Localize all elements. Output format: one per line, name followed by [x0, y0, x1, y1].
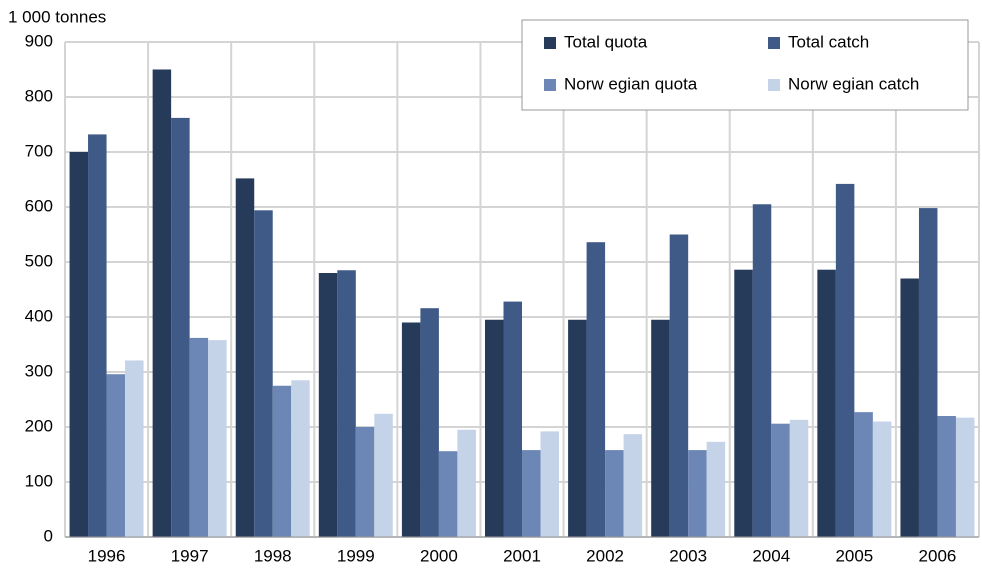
legend-label: Total catch [788, 32, 869, 51]
y-tick-label: 400 [25, 306, 53, 325]
y-tick-label: 600 [25, 196, 53, 215]
bar [669, 234, 689, 537]
bar [254, 210, 273, 538]
bar [918, 208, 938, 537]
legend-swatch [544, 79, 556, 91]
bar [337, 270, 356, 537]
bar [374, 413, 393, 537]
y-tick-label: 900 [25, 31, 53, 50]
legend-swatch [768, 37, 780, 49]
bar [291, 380, 310, 537]
x-tick-label: 2003 [669, 546, 707, 565]
bar [835, 183, 855, 537]
legend-box [521, 19, 969, 111]
bar [438, 451, 458, 537]
bar [355, 427, 375, 537]
y-axis-label: 1 000 tonnes [8, 7, 106, 26]
y-tick-label: 200 [25, 416, 53, 435]
legend-label: Norw egian catch [788, 74, 919, 93]
bar [318, 273, 338, 537]
x-tick-label: 2004 [752, 546, 790, 565]
legend-swatch [768, 79, 780, 91]
x-tick-label: 2002 [586, 546, 624, 565]
y-tick-label: 500 [25, 251, 53, 270]
bar [485, 319, 504, 537]
legend-label: Total quota [564, 32, 648, 51]
bar [706, 441, 726, 537]
bar [503, 301, 522, 537]
bar [235, 178, 255, 537]
bar [872, 421, 892, 537]
bar [522, 450, 541, 537]
bar [125, 360, 144, 537]
bar [854, 412, 873, 537]
x-tick-label: 2005 [835, 546, 873, 565]
y-tick-label: 0 [44, 526, 53, 545]
bar [457, 429, 476, 537]
bar [401, 322, 421, 537]
legend-label: Norw egian quota [564, 74, 698, 93]
bar [817, 269, 836, 537]
y-tick-label: 700 [25, 141, 53, 160]
y-tick-label: 800 [25, 86, 53, 105]
bar [651, 319, 670, 537]
x-tick-label: 2000 [420, 546, 458, 565]
bar [106, 374, 126, 537]
bar [955, 417, 975, 537]
x-tick-label: 1999 [337, 546, 375, 565]
bar [540, 431, 559, 537]
bar [152, 69, 172, 537]
y-tick-label: 100 [25, 471, 53, 490]
bar [752, 204, 772, 537]
bar [688, 450, 707, 537]
bar [171, 117, 190, 538]
x-tick-label: 2001 [503, 546, 541, 565]
legend-swatch [544, 37, 556, 49]
bar [420, 308, 439, 537]
y-tick-label: 300 [25, 361, 53, 380]
bar [734, 269, 753, 537]
bar [208, 340, 227, 537]
x-tick-label: 1998 [254, 546, 292, 565]
bar [88, 134, 107, 537]
bar [189, 337, 209, 537]
bar [272, 385, 292, 537]
x-tick-label: 1996 [88, 546, 126, 565]
bar [605, 450, 624, 537]
bar [568, 319, 587, 537]
x-tick-label: 2006 [919, 546, 957, 565]
bar [623, 434, 643, 537]
x-tick-label: 1997 [171, 546, 209, 565]
bar [69, 152, 89, 537]
bar [771, 423, 790, 537]
bar [900, 278, 919, 537]
bar [789, 419, 809, 537]
bar [586, 242, 606, 537]
bar [937, 416, 956, 537]
